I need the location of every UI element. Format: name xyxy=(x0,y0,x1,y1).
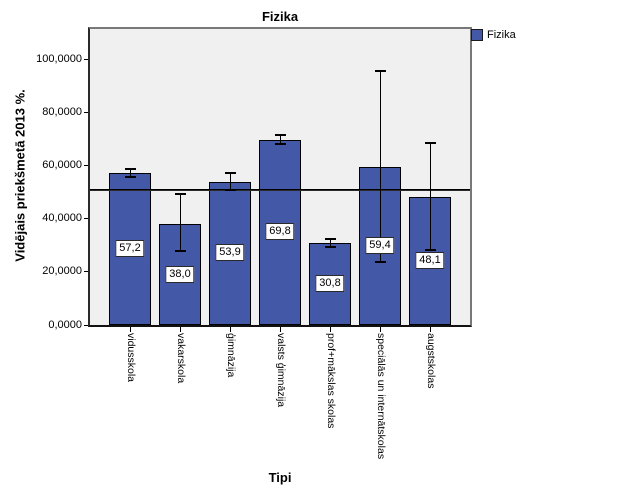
y-tick-label: 20,0000 xyxy=(42,265,82,278)
error-bar-cap-top xyxy=(224,171,236,174)
x-tick-mark xyxy=(279,327,281,332)
y-tick-mark xyxy=(84,165,90,167)
chart-title: Fizika xyxy=(261,9,299,24)
error-bar-line xyxy=(129,168,131,178)
y-tick-label: 80,0000 xyxy=(42,106,82,119)
error-bar-cap-top xyxy=(124,167,136,170)
x-tick-mark xyxy=(429,327,431,332)
error-bar-cap-bottom xyxy=(324,246,336,249)
y-tick-label: 40,0000 xyxy=(42,212,82,225)
bar-value-label: 69,8 xyxy=(265,223,295,241)
y-tick-mark xyxy=(84,112,90,114)
bar-value-label: 57,2 xyxy=(115,240,145,258)
x-category-label: valsts ģimnāzija xyxy=(274,333,287,408)
error-bar-cap-bottom xyxy=(424,248,436,251)
bar-value-label: 59,4 xyxy=(365,237,395,255)
bar-value-label: 48,1 xyxy=(415,252,445,270)
y-axis-title-wrap: Vidējais priekšmetā 2013 %. xyxy=(6,27,34,323)
x-tick-mark xyxy=(229,327,231,332)
error-bar-cap-bottom xyxy=(124,176,136,179)
error-bar-cap-top xyxy=(324,237,336,240)
error-bar-line xyxy=(329,238,331,248)
error-bar-cap-top xyxy=(274,133,286,136)
error-bar-line xyxy=(229,172,231,191)
error-bar-cap-bottom xyxy=(374,261,386,264)
legend-label: Fizika xyxy=(487,29,516,41)
bar-value-label: 53,9 xyxy=(215,244,245,262)
x-tick-mark xyxy=(329,327,331,332)
y-tick-label: 60,0000 xyxy=(42,159,82,172)
y-tick-label: 0,0000 xyxy=(48,318,82,331)
error-bar-cap-bottom xyxy=(224,189,236,192)
error-bar-cap-bottom xyxy=(274,142,286,145)
y-tick-mark xyxy=(84,218,90,220)
x-tick-mark xyxy=(129,327,131,332)
y-tick-label: 100,0000 xyxy=(36,53,82,66)
y-axis-title: Vidējais priekšmetā 2013 %. xyxy=(12,88,28,262)
error-bar-cap-top xyxy=(174,192,186,195)
x-category-label: augstskolas xyxy=(424,333,437,389)
x-category-label: vakarskola xyxy=(174,333,187,384)
error-bar-line xyxy=(429,143,431,250)
error-bar-line xyxy=(179,193,181,252)
y-tick-mark xyxy=(84,324,90,326)
x-category-label: ģimnāzija xyxy=(224,333,237,378)
x-category-label: vidusskola xyxy=(124,333,137,383)
bar-value-label: 30,8 xyxy=(315,275,345,293)
y-tick-mark xyxy=(84,59,90,61)
reference-line xyxy=(90,188,470,191)
y-tick-mark xyxy=(84,271,90,273)
x-tick-mark xyxy=(379,327,381,332)
error-bar-line xyxy=(279,134,281,144)
error-bar-line xyxy=(379,70,381,263)
x-category-label: speciālās un internātskolas xyxy=(374,333,387,460)
x-category-label: prof+mākslas skolas xyxy=(324,333,337,429)
error-bar-cap-top xyxy=(374,69,386,72)
legend-swatch-icon xyxy=(471,29,483,41)
x-axis-title: Tipi xyxy=(268,470,292,485)
bar-value-label: 38,0 xyxy=(165,265,195,283)
error-bar-cap-bottom xyxy=(174,250,186,253)
error-bar-cap-top xyxy=(424,142,436,145)
x-tick-mark xyxy=(179,327,181,332)
legend: Fizika xyxy=(471,28,516,42)
